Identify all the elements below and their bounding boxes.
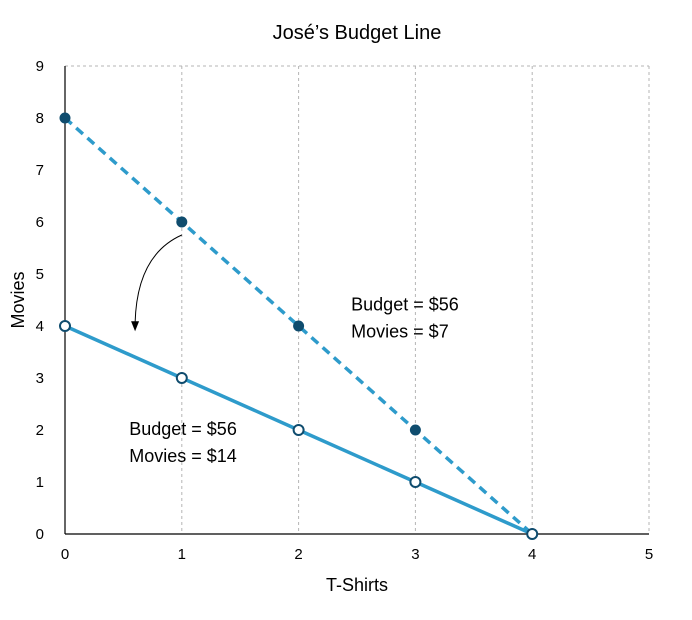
x-tick-label: 0 bbox=[61, 546, 69, 563]
y-tick-label: 2 bbox=[36, 422, 44, 439]
y-tick-label: 3 bbox=[36, 370, 44, 387]
original-budget-point bbox=[409, 424, 421, 436]
original-budget-point bbox=[59, 112, 71, 124]
tick-labels: 0 1 2 3 4 5 0 1 2 3 4 5 6 7 8 9 bbox=[36, 58, 654, 563]
new-budget-point bbox=[59, 320, 71, 332]
y-tick-label: 7 bbox=[36, 162, 44, 179]
y-tick-label: 1 bbox=[36, 474, 44, 491]
data-points bbox=[59, 112, 539, 540]
annotation-original-line-1: Movies = $7 bbox=[351, 321, 449, 341]
new-budget-point bbox=[526, 528, 539, 540]
grid-lines bbox=[65, 65, 650, 534]
chart-title: José’s Budget Line bbox=[273, 22, 442, 44]
x-tick-label: 2 bbox=[294, 546, 302, 563]
y-tick-label: 6 bbox=[36, 214, 44, 231]
y-tick-label: 9 bbox=[36, 58, 44, 75]
y-tick-label: 8 bbox=[36, 110, 44, 127]
original-budget-point bbox=[293, 320, 305, 332]
shift-arrow-head bbox=[131, 321, 140, 332]
shift-arrow-curve bbox=[134, 234, 183, 324]
original-budget-point bbox=[176, 216, 188, 228]
annotation-new-line-0: Budget = $56 bbox=[129, 419, 237, 439]
y-tick-label: 4 bbox=[36, 318, 44, 335]
annotation-new-line-1: Movies = $14 bbox=[129, 446, 237, 466]
annotations: Budget = $56 Movies = $7 Budget = $56 Movie… bbox=[129, 294, 459, 466]
annotation-original-line-0: Budget = $56 bbox=[351, 294, 459, 314]
y-axis-title: Movies bbox=[8, 271, 28, 328]
shift-arrow bbox=[131, 234, 183, 332]
x-tick-label: 4 bbox=[528, 546, 536, 563]
new-budget-point bbox=[292, 424, 305, 436]
new-budget-point bbox=[409, 476, 422, 488]
x-tick-label: 3 bbox=[411, 546, 419, 563]
y-tick-label: 0 bbox=[36, 526, 44, 543]
axes bbox=[64, 66, 649, 535]
x-tick-label: 1 bbox=[178, 546, 186, 563]
x-tick-label: 5 bbox=[645, 546, 653, 563]
y-tick-label: 5 bbox=[36, 266, 44, 283]
x-axis-title: T-Shirts bbox=[326, 575, 388, 595]
new-budget-point bbox=[175, 372, 188, 384]
